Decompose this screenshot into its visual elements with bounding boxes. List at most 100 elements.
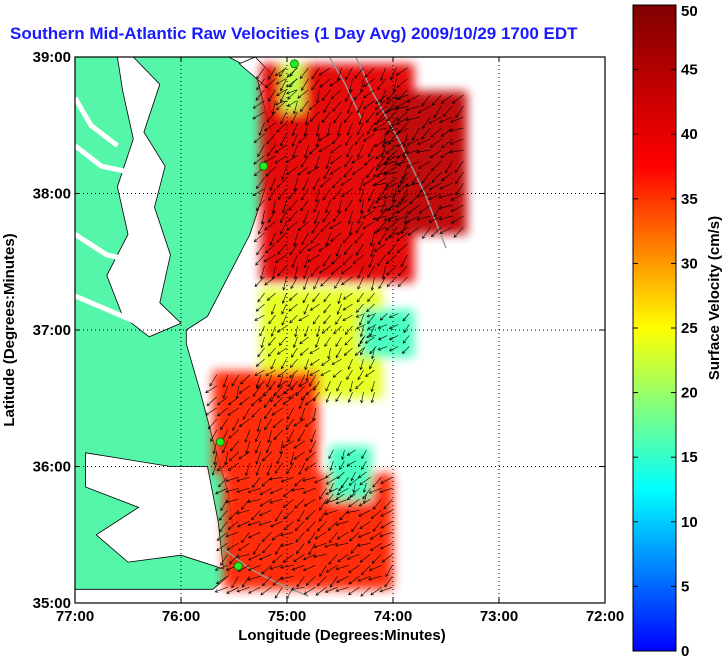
velocity-arrow xyxy=(313,554,327,559)
velocity-arrow xyxy=(339,510,349,521)
velocity-arrow xyxy=(380,521,393,529)
velocity-arrow xyxy=(255,199,265,212)
velocity-arrow xyxy=(397,276,408,288)
velocity-arrow xyxy=(396,149,409,159)
velocity-arrow xyxy=(379,532,393,538)
velocity-arrow xyxy=(360,392,364,404)
velocity-arrow xyxy=(345,510,360,514)
velocity-arrow xyxy=(295,532,305,543)
colorbar: 0 5 10 15 20 25 30 35 40 45 50 Surface Velocity (c… xyxy=(632,3,723,659)
velocity-arrow xyxy=(259,499,272,507)
velocity-arrow xyxy=(211,462,218,476)
velocity-arrow xyxy=(372,171,387,178)
velocity-arrow xyxy=(336,380,342,392)
velocity-arrow xyxy=(344,155,353,168)
velocity-arrow xyxy=(357,471,367,478)
velocity-arrow xyxy=(383,215,398,221)
velocity-arrow xyxy=(370,232,375,247)
velocity-arrow xyxy=(377,335,388,341)
velocity-arrow xyxy=(450,116,464,123)
velocity-arrow xyxy=(380,199,386,214)
velocity-arrow xyxy=(274,155,287,164)
velocity-arrow xyxy=(332,369,342,378)
velocity-arrow xyxy=(399,171,409,184)
velocity-arrow xyxy=(362,133,375,142)
velocity-arrow xyxy=(276,177,287,189)
velocity-arrow xyxy=(362,482,367,493)
velocity-arrow xyxy=(358,177,364,192)
velocity-arrow xyxy=(302,565,316,571)
velocity-arrow xyxy=(260,337,265,349)
velocity-arrow xyxy=(370,381,375,393)
velocity-arrow xyxy=(288,199,298,211)
velocity-arrow xyxy=(236,587,250,593)
velocity-arrow xyxy=(318,499,327,511)
velocity-arrow xyxy=(396,78,408,88)
velocity-arrow xyxy=(277,188,287,200)
velocity-arrow xyxy=(317,521,327,532)
velocity-arrow xyxy=(261,477,272,487)
velocity-arrow xyxy=(366,166,375,179)
velocity-arrow xyxy=(325,199,331,214)
velocity-arrow xyxy=(247,565,261,571)
velocity-arrow xyxy=(342,303,353,311)
velocity-arrow xyxy=(302,210,309,224)
velocity-arrow xyxy=(290,488,305,492)
velocity-arrow xyxy=(304,462,316,471)
velocity-arrow xyxy=(315,122,320,137)
velocity-arrow xyxy=(277,243,287,255)
velocity-arrow xyxy=(247,576,261,581)
velocity-arrow xyxy=(383,171,398,176)
velocity-arrow xyxy=(245,440,251,455)
velocity-arrow xyxy=(278,374,284,388)
velocity-arrow xyxy=(282,199,287,214)
colorbar-tick-label: 45 xyxy=(681,62,698,79)
velocity-arrow xyxy=(255,462,262,476)
velocity-arrow xyxy=(258,554,272,561)
velocity-arrow xyxy=(345,67,353,81)
velocity-arrow xyxy=(397,265,408,277)
velocity-arrow xyxy=(355,221,364,234)
velocity-arrow xyxy=(236,521,250,528)
velocity-arrow xyxy=(336,471,345,480)
velocity-arrow xyxy=(383,193,398,199)
velocity-arrow xyxy=(265,166,276,177)
velocity-arrow xyxy=(323,303,331,314)
velocity-arrow xyxy=(220,499,228,512)
y-tick-label: 38:00 xyxy=(33,186,71,203)
velocity-arrow xyxy=(329,460,334,471)
velocity-arrow xyxy=(270,325,276,337)
velocity-arrow xyxy=(377,346,388,351)
velocity-arrow xyxy=(388,313,399,318)
velocity-arrow xyxy=(293,265,298,280)
velocity-arrow xyxy=(286,89,297,95)
velocity-arrow xyxy=(228,510,239,520)
velocity-arrow xyxy=(304,359,309,371)
velocity-arrow xyxy=(269,232,276,246)
velocity-arrow xyxy=(287,429,295,443)
velocity-arrow xyxy=(363,493,367,505)
velocity-arrow xyxy=(325,380,331,392)
velocity-arrow xyxy=(430,226,442,238)
velocity-arrow xyxy=(253,155,265,165)
velocity-arrow xyxy=(261,576,272,587)
velocity-arrow xyxy=(266,462,273,476)
velocity-arrow xyxy=(450,204,464,212)
velocity-arrow xyxy=(376,210,386,222)
velocity-arrow xyxy=(396,243,408,254)
velocity-cell xyxy=(329,446,372,501)
velocity-arrow xyxy=(440,127,453,137)
velocity-arrow xyxy=(267,347,276,357)
velocity-arrow xyxy=(286,462,295,475)
colorbar-tick-label: 0 xyxy=(681,643,689,659)
velocity-arrow xyxy=(301,232,309,246)
velocity-arrow xyxy=(287,89,298,100)
velocity-arrow xyxy=(297,166,309,176)
velocity-arrow xyxy=(439,182,453,190)
velocity-arrow xyxy=(300,199,309,212)
velocity-arrow xyxy=(267,210,276,223)
velocity-arrow xyxy=(302,488,316,494)
velocity-arrow xyxy=(214,587,228,593)
velocity-arrow xyxy=(395,127,409,135)
velocity-arrow xyxy=(275,510,283,522)
